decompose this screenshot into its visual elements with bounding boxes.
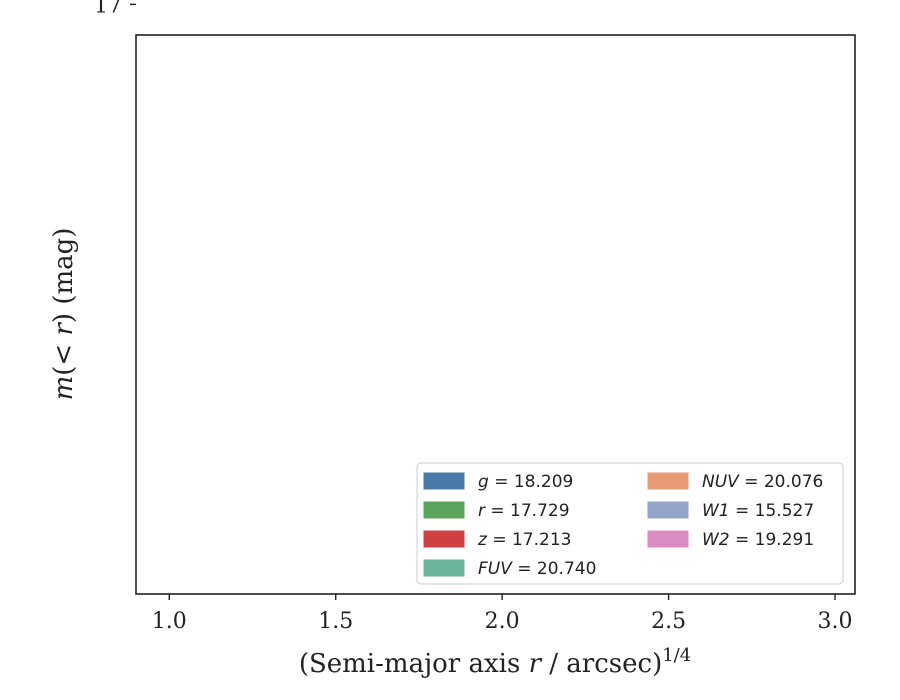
y-tick-label: 17 xyxy=(94,0,122,18)
x-tick-label: 2.0 xyxy=(485,609,520,634)
legend-label: W1 = 15.527 xyxy=(702,501,814,521)
legend-frame xyxy=(416,462,844,585)
legend-label: g = 18.209 xyxy=(478,472,573,492)
legend-swatch xyxy=(423,530,465,548)
legend: g = 18.209 r = 17.729 z = 17.213 FUV = 20.7… xyxy=(416,462,844,585)
x-axis-ticks: 1.0 1.5 2.0 2.5 3.0 xyxy=(152,594,853,634)
legend-swatch xyxy=(647,530,689,548)
legend-swatch xyxy=(423,501,465,519)
legend-item-w2: W2 = 19.291 xyxy=(647,530,814,550)
x-axis-label: (Semi-major axis r / arcsec)1/4 xyxy=(299,645,691,679)
profile-z xyxy=(136,0,855,4)
x-tick-label: 2.5 xyxy=(651,609,686,634)
legend-item-fuv: FUV = 20.740 xyxy=(423,559,596,579)
legend-item-nuv: NUV = 20.076 xyxy=(647,472,823,492)
legend-swatch xyxy=(423,472,465,490)
legend-label: z = 17.213 xyxy=(477,530,571,550)
legend-swatch xyxy=(647,501,689,519)
profile-w2 xyxy=(266,0,835,35)
profile-bands xyxy=(136,0,855,35)
legend-item-g: g = 18.209 xyxy=(423,472,573,492)
legend-item-r: r = 17.729 xyxy=(423,501,570,521)
y-axis-label: m(< r) (mag) xyxy=(49,228,79,401)
x-tick-label: 1.0 xyxy=(152,609,187,634)
y-axis-ticks: 17181920212223 xyxy=(94,0,136,18)
x-tick-label: 1.5 xyxy=(318,609,353,634)
legend-swatch xyxy=(423,559,465,577)
legend-swatch xyxy=(647,472,689,490)
legend-label: W2 = 19.291 xyxy=(702,530,814,550)
legend-item-z: z = 17.213 xyxy=(423,530,571,550)
x-tick-label: 3.0 xyxy=(818,609,853,634)
legend-label: r = 17.729 xyxy=(478,501,570,521)
legend-label: NUV = 20.076 xyxy=(702,472,823,492)
legend-label: FUV = 20.740 xyxy=(478,559,596,579)
plot-frame xyxy=(135,34,856,595)
legend-item-w1: W1 = 15.527 xyxy=(647,501,814,521)
